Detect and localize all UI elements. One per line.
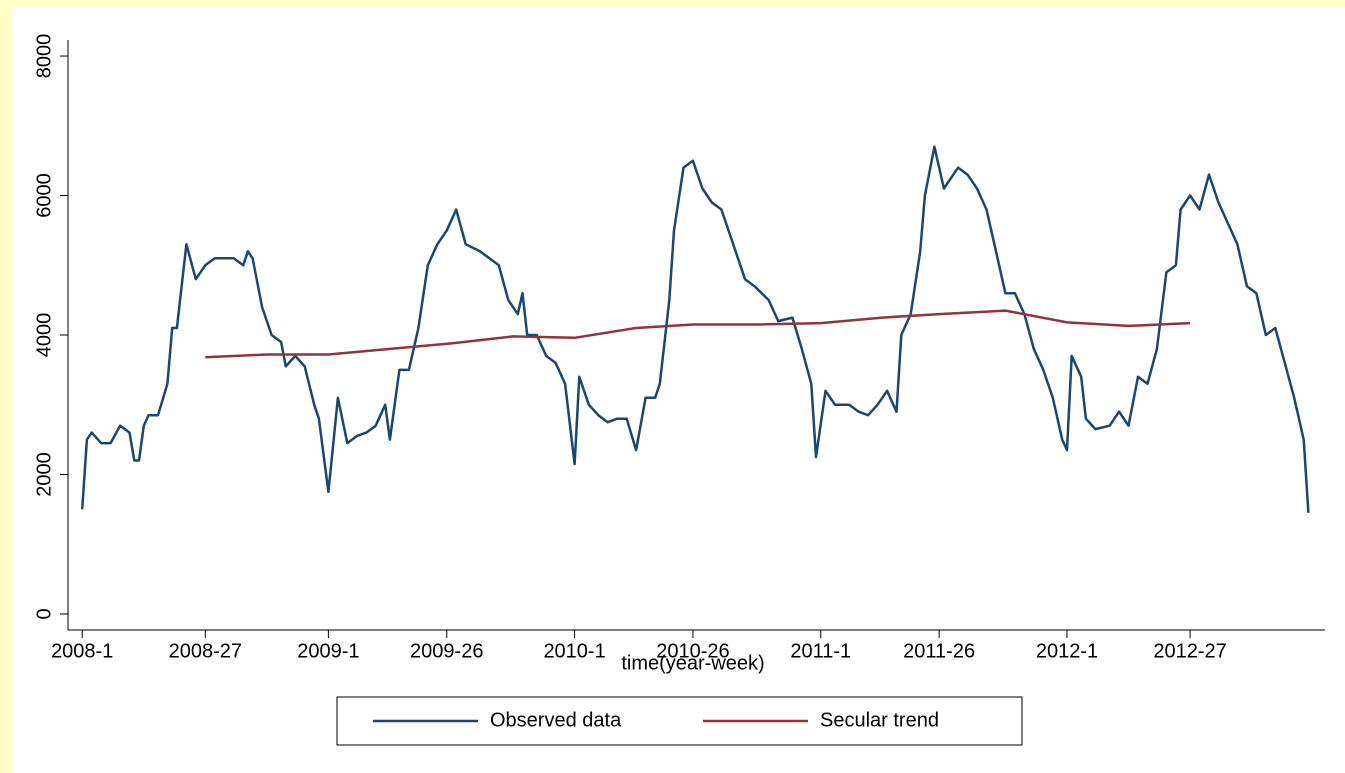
x-tick-label: 2008-1	[51, 640, 113, 662]
x-axis-label: time(year-week)	[621, 652, 764, 674]
x-tick-label: 2009-26	[410, 640, 483, 662]
legend-label: Observed data	[490, 709, 622, 731]
legend-label: Secular trend	[820, 709, 939, 731]
y-tick-label: 2000	[33, 452, 55, 497]
x-tick-label: 2011-26	[903, 640, 975, 662]
series-line	[205, 309, 1191, 359]
x-tick-label: 2008-27	[169, 640, 242, 662]
y-tick-label: 8000	[33, 34, 55, 79]
x-tick-label: 2009-1	[297, 640, 359, 662]
x-tick-label: 2011-1	[790, 640, 851, 662]
y-tick-label: 6000	[33, 173, 55, 218]
x-tick-label: 2012-1	[1036, 640, 1098, 662]
x-tick-label: 2010-26	[656, 640, 729, 662]
x-tick-label: 2012-27	[1153, 640, 1226, 662]
y-tick-label: 0	[33, 608, 55, 619]
y-tick-label: 4000	[33, 313, 55, 358]
series-line	[80, 145, 1310, 513]
plot-background	[12, 8, 1345, 773]
x-tick-label: 2010-1	[543, 640, 605, 662]
